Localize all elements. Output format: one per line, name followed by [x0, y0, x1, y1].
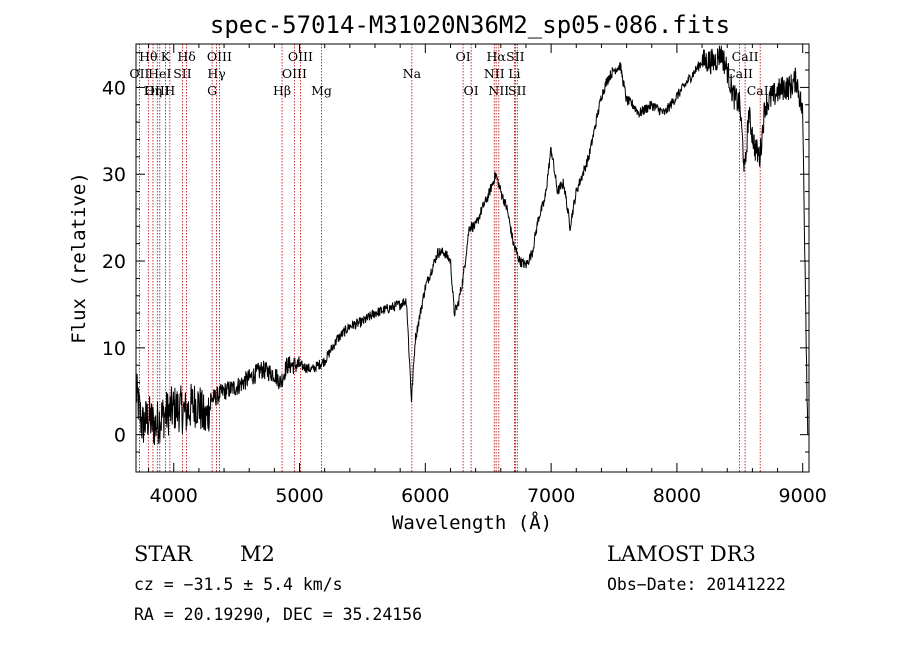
spectral-line-label: SII [506, 49, 525, 64]
spectral-line-label: Hγ [207, 66, 225, 81]
spectral-line-label: OII [129, 66, 149, 81]
x-axis-label: Wavelength (Å) [392, 511, 552, 534]
object-class: STAR [134, 542, 193, 566]
plot-frame [135, 43, 810, 473]
redshift-cz: cz = −31.5 ± 5.4 km/s [134, 575, 343, 594]
y-tick-label: 40 [102, 77, 126, 99]
y-axis-label: Flux (relative) [68, 172, 90, 344]
x-tick-label: 9000 [779, 485, 827, 507]
spectral-line-label: OI [464, 83, 479, 98]
spectral-line-label: OIII [288, 49, 313, 64]
y-axis-ticks: 0 10 20 30 40 [102, 52, 809, 453]
x-tick-label: 7000 [527, 485, 575, 507]
object-subclass: M2 [240, 542, 275, 566]
spectral-line-labels: Hθ OII OIII HeI Hη K H SII Hδ OIII Hγ G Hβ OIII OIII Mg… [129, 49, 773, 98]
spectral-line-label: Hη [144, 83, 162, 98]
spectral-line-label: OIII [282, 66, 307, 81]
chart-title: spec-57014-M31020N36M2_sp05-086.fits [210, 11, 730, 39]
spectral-line-label: SII [173, 66, 192, 81]
spectral-line-label: SII [508, 83, 527, 98]
spectral-line-label: H [164, 83, 175, 98]
spectrum-line [135, 45, 809, 445]
spectral-line-label: CaII [726, 66, 753, 81]
x-tick-label: 4000 [150, 485, 198, 507]
spectral-line-markers [138, 44, 761, 472]
spectral-line-label: OIII [145, 83, 170, 98]
y-tick-label: 20 [102, 251, 126, 273]
spectral-line-label: OIII [207, 49, 232, 64]
observation-date: Obs−Date: 20141222 [607, 575, 786, 594]
spectral-line-label: Na [403, 66, 422, 81]
x-tick-label: 5000 [275, 485, 323, 507]
spectral-line-label: NII [488, 83, 509, 98]
spectral-line-label: CaII [732, 49, 759, 64]
spectral-line-label: Hδ [177, 49, 195, 64]
spectral-line-label: G [207, 83, 217, 98]
y-tick-label: 0 [114, 425, 126, 447]
survey-name: LAMOST DR3 [607, 542, 756, 566]
spectral-line-label: Hα [486, 49, 506, 64]
spectral-line-label: Li [508, 66, 520, 81]
spectral-line-label: NII [484, 66, 505, 81]
x-tick-label: 6000 [401, 485, 449, 507]
x-tick-label: 8000 [653, 485, 701, 507]
y-tick-label: 30 [102, 164, 126, 186]
spectral-line-label: Hβ [273, 83, 291, 98]
y-tick-label: 10 [102, 338, 126, 360]
spectral-line-label: OI [455, 49, 470, 64]
x-axis-ticks: 4000 5000 6000 7000 8000 9000 [148, 44, 827, 507]
spectral-line-label: Hθ [139, 49, 157, 64]
spectral-line-label: HeI [148, 66, 171, 81]
spectral-line-label: K [161, 49, 171, 64]
ra-dec: RA = 20.19290, DEC = 35.24156 [134, 605, 422, 624]
spectral-line-label: Mg [311, 83, 332, 98]
